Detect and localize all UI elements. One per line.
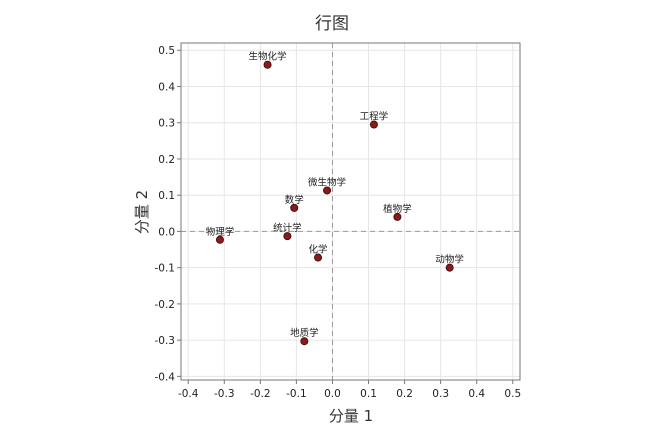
x-axis-label: 分量 1 [329,407,373,425]
data-point [445,263,454,272]
point-label: 植物学 [383,203,412,215]
y-tick-label: 0.4 [158,81,175,93]
data-point [283,232,292,241]
data-point [290,203,299,212]
point-label: 生物化学 [249,51,287,63]
data-point [393,212,402,221]
data-point [263,60,272,69]
y-tick-label: -0.3 [155,335,176,347]
data-point [314,253,323,262]
x-tick-label: 0.1 [360,388,377,400]
data-point [300,337,309,346]
y-axis-label: 分量 2 [133,190,151,234]
point-label: 微生物学 [308,176,346,188]
y-tick-label: 0.0 [158,226,175,238]
point-label: 物理学 [206,226,235,238]
x-tick-label: 0.0 [324,388,341,400]
y-tick-label: -0.4 [155,371,176,383]
y-tick-label: 0.5 [158,45,175,57]
x-tick-label: -0.4 [178,388,199,400]
grid [181,43,520,380]
point-label: 统计学 [273,222,302,234]
data-point [369,120,378,129]
x-tick-label: 0.3 [432,388,449,400]
data-point [323,186,332,195]
point-label: 动物学 [435,254,464,266]
point-label: 化学 [309,244,328,256]
x-tick-label: -0.3 [214,388,235,400]
point-label: 工程学 [360,111,389,123]
y-tick-label: 0.1 [158,190,175,202]
point-label: 地质学 [290,327,319,339]
y-tick-label: 0.2 [158,154,175,166]
y-tick-label: -0.1 [155,263,176,275]
plot-frame [180,42,521,381]
x-tick-label: -0.1 [286,388,307,400]
x-tick-label: 0.4 [468,388,485,400]
data-point [215,235,224,244]
y-tick-label: 0.3 [158,118,175,130]
y-tick-label: -0.2 [155,299,176,311]
ticks: -0.4 -0.3 -0.2 -0.1 0.0 0.1 0.2 0.3 0.4 0.5 -0.4 -0… [155,45,522,400]
x-tick-label: 0.5 [504,388,521,400]
chart-title: 行图 [315,14,349,34]
x-tick-label: 0.2 [396,388,413,400]
x-tick-label: -0.2 [250,388,271,400]
point-label: 数学 [285,194,304,206]
reference-lines [181,43,520,380]
